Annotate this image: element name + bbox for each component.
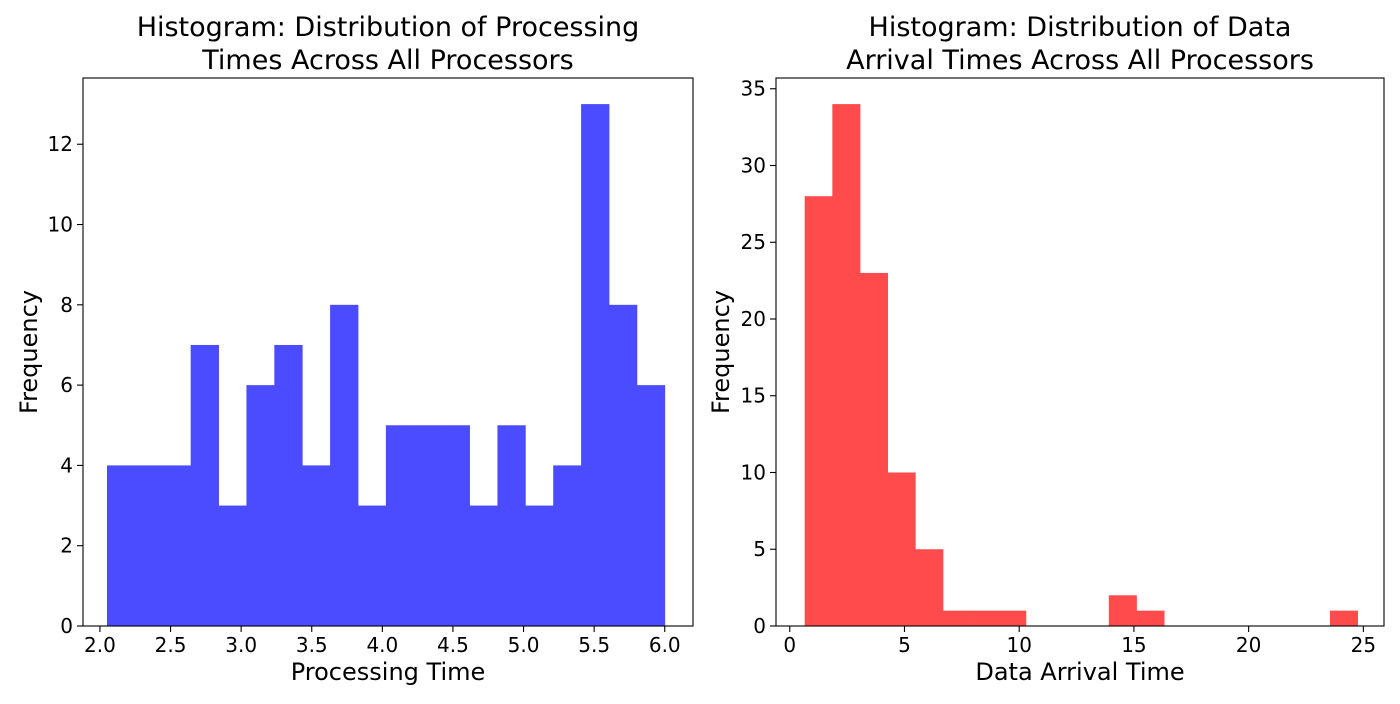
x-tick-label: 6.0 [649, 633, 681, 657]
histogram-bar [357, 505, 387, 626]
x-tick-label: 4.5 [437, 633, 469, 657]
x-axis-ticks: 0 5 10 15 20 25 [783, 626, 1376, 657]
x-axis-label: Data Arrival Time [975, 658, 1184, 686]
y-tick-label: 10 [48, 213, 73, 237]
y-tick-label: 0 [60, 614, 73, 638]
y-tick-label: 0 [753, 614, 766, 638]
chart-title-line-2: Arrival Times Across All Processors [846, 45, 1314, 76]
histogram-bar [441, 425, 470, 626]
y-axis-ticks: 0 5 10 15 20 25 30 35 [741, 77, 776, 638]
histogram-bar [385, 425, 415, 626]
histogram-bar [1108, 595, 1137, 626]
histogram-bar [970, 610, 999, 626]
histogram-bar [525, 505, 554, 626]
chart-title-line-1: Histogram: Distribution of Processing [137, 12, 640, 43]
y-axis-ticks: 0 2 4 6 8 10 12 [48, 132, 83, 638]
y-tick-label: 20 [741, 307, 766, 331]
x-axis-ticks: 2.0 2.5 3.0 3.5 4.0 4.5 5.0 5.5 6.0 [84, 626, 681, 657]
x-tick-label: 5.5 [578, 633, 610, 657]
y-axis-label: Frequency [707, 290, 735, 414]
histogram-bar [636, 385, 666, 626]
x-tick-label: 25 [1351, 633, 1376, 657]
histogram-bar [330, 304, 359, 626]
histogram-bar [413, 425, 443, 626]
y-axis-label: Frequency [15, 290, 43, 414]
x-tick-label: 20 [1236, 633, 1261, 657]
histogram-bar [218, 505, 247, 626]
histogram-bar [134, 465, 164, 626]
histogram-bar [608, 304, 638, 626]
plot-frame [82, 77, 694, 627]
histogram-bar [497, 425, 526, 626]
histogram-bar [887, 472, 916, 626]
histogram-bar [581, 104, 610, 627]
y-tick-label: 8 [60, 293, 73, 317]
y-tick-label: 2 [60, 534, 73, 558]
y-tick-label: 4 [60, 453, 73, 477]
x-tick-label: 4.0 [366, 633, 398, 657]
y-tick-label: 12 [48, 132, 73, 156]
histogram-bar [915, 549, 944, 626]
y-tick-label: 15 [741, 384, 766, 408]
histogram-bar [302, 465, 331, 626]
bars [107, 104, 666, 627]
chart-title-line-1: Histogram: Distribution of Data [869, 12, 1292, 43]
chart-title-line-2: Times Across All Processors [201, 45, 573, 76]
x-tick-label: 10 [1006, 633, 1031, 657]
y-tick-label: 6 [60, 373, 73, 397]
histogram-bar [190, 344, 219, 626]
plot-frame [775, 77, 1385, 627]
histogram-bar [998, 610, 1027, 626]
x-tick-label: 2.5 [155, 633, 187, 657]
histogram-bar [942, 610, 971, 626]
histogram-bar [804, 196, 833, 626]
x-tick-label: 3.0 [225, 633, 257, 657]
x-tick-label: 5 [898, 633, 911, 657]
processing-time-histogram: Histogram: Distribution of Processing Ti… [15, 12, 694, 686]
x-tick-label: 0 [783, 633, 796, 657]
x-tick-label: 3.5 [296, 633, 328, 657]
histogram-bar [1136, 610, 1165, 626]
y-tick-label: 25 [741, 230, 766, 254]
bars [804, 104, 1359, 627]
histogram-bar [162, 465, 192, 626]
x-tick-label: 2.0 [84, 633, 116, 657]
histogram-bar [553, 465, 582, 626]
histogram-bar [832, 104, 861, 627]
x-axis-label: Processing Time [291, 658, 486, 686]
y-tick-label: 30 [741, 153, 766, 177]
histogram-bar [274, 344, 303, 626]
histogram-bar [859, 272, 889, 626]
y-tick-label: 5 [753, 537, 766, 561]
histogram-bar [246, 385, 275, 626]
y-tick-label: 35 [741, 77, 766, 101]
x-tick-label: 15 [1121, 633, 1146, 657]
data-arrival-time-histogram: Histogram: Distribution of Data Arrival … [707, 12, 1385, 686]
y-tick-label: 10 [741, 460, 766, 484]
x-tick-label: 5.0 [508, 633, 540, 657]
histogram-bar [107, 465, 136, 626]
histogram-bar [469, 505, 498, 626]
histogram-bar [1329, 610, 1359, 626]
